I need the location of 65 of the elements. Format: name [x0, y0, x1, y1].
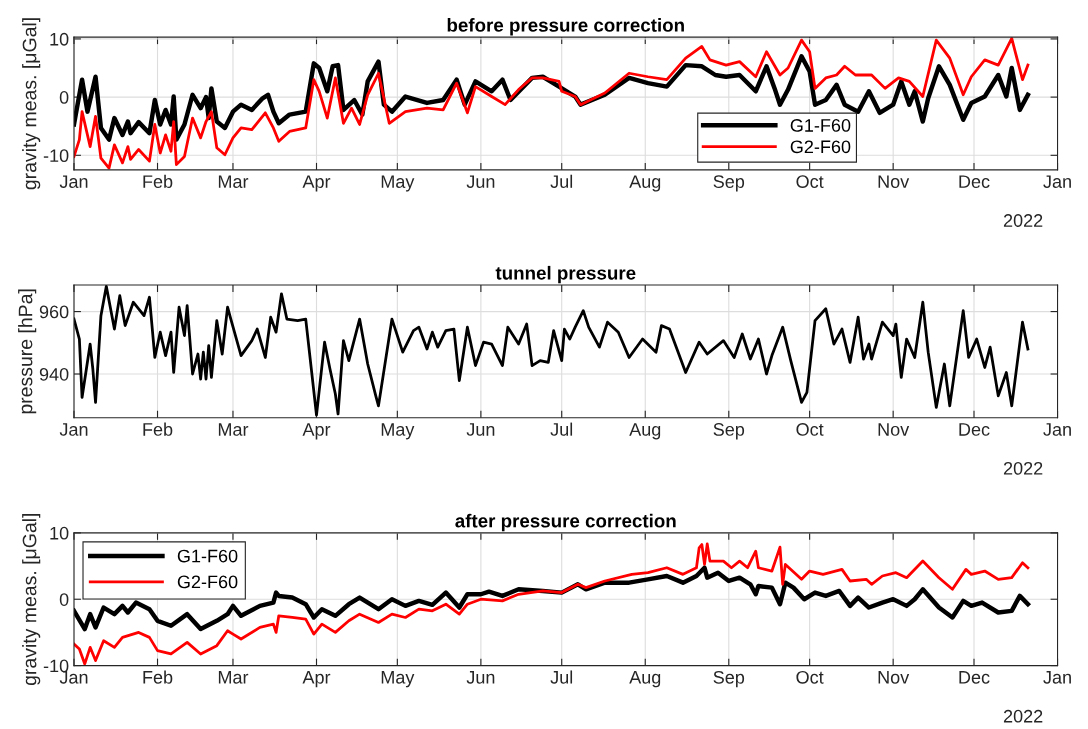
y-axis-title: gravity meas. [μGal]	[22, 513, 41, 686]
x-tick-label: Jan	[59, 423, 88, 436]
x-tick-label: May	[381, 671, 415, 688]
x-tick-label: Dec	[959, 671, 990, 684]
x-tick-label: Dec	[959, 175, 990, 188]
x-tick-label: Oct	[796, 175, 824, 188]
line-series	[73, 542, 1030, 666]
x-tick-label: Jun	[466, 671, 495, 684]
x-tick-label: Apr	[302, 423, 331, 440]
x-tick-label: Jan	[59, 671, 88, 684]
x-tick-label: Mar	[218, 671, 249, 684]
line-series	[73, 37, 1030, 170]
x-tick-label: May	[381, 423, 415, 440]
line-series	[73, 565, 1031, 632]
y-tick-label: 0	[59, 593, 69, 606]
x-tick-label: Aug	[629, 175, 661, 192]
text: 2022	[1003, 709, 1043, 723]
x-tick-label: Jun	[466, 423, 495, 436]
chart-title: before pressure correction	[447, 18, 684, 36]
chart-title: tunnel pressure	[495, 265, 636, 284]
x-tick-label: Jan	[1043, 175, 1071, 188]
x-tick-label: Jul	[550, 422, 573, 436]
y-tick-label: 10	[50, 32, 69, 46]
x-tick-label: Feb	[143, 670, 173, 684]
x-tick-label: Jan	[1043, 671, 1071, 684]
x-tick-label: Sep	[713, 423, 745, 440]
x-tick-label: Jan	[59, 175, 88, 188]
x-tick-label: Nov	[878, 175, 910, 188]
x-tick-label: Oct	[796, 670, 824, 684]
x-tick-label: May	[381, 175, 415, 192]
x-tick-label: Oct	[796, 423, 824, 436]
line-series	[73, 54, 1031, 142]
legend-label: G2-F60	[790, 140, 851, 154]
x-tick-label: Jan	[1043, 423, 1071, 436]
x-tick-label: Sep	[713, 175, 745, 192]
text: 2022	[1003, 461, 1043, 475]
text: 2022	[1003, 214, 1043, 227]
y-axis-title: gravity meas. [μGal]	[22, 18, 41, 190]
x-tick-label: Aug	[629, 423, 661, 440]
x-tick-label: Apr	[302, 175, 331, 192]
x-tick-label: Mar	[218, 175, 249, 188]
y-tick-label: 960	[39, 305, 69, 319]
x-tick-label: Jun	[466, 175, 495, 188]
x-tick-label: Mar	[218, 423, 249, 436]
chart-title: after pressure correction	[455, 513, 676, 532]
y-tick-label: 0	[59, 91, 69, 104]
y-tick-label: 940	[39, 367, 69, 381]
y-axis-title: pressure [hPa]	[18, 289, 37, 414]
y-tick-label: -10	[43, 149, 69, 163]
y-tick-label: -10	[43, 659, 69, 673]
y-tick-label: 10	[50, 526, 69, 540]
legend-label: G1-F60	[790, 119, 851, 132]
x-tick-label: Apr	[302, 671, 331, 688]
x-tick-label: Sep	[713, 670, 745, 688]
x-tick-label: Feb	[143, 422, 173, 436]
legend-label: G1-F60	[177, 549, 238, 563]
x-tick-label: Aug	[629, 671, 661, 688]
x-tick-label: Nov	[878, 671, 910, 684]
x-tick-label: Jul	[550, 670, 573, 684]
legend-label: G2-F60	[177, 575, 238, 589]
line-series	[73, 285, 1030, 417]
x-tick-label: Dec	[959, 423, 990, 436]
x-tick-label: Nov	[878, 423, 910, 436]
x-tick-label: Jul	[550, 174, 573, 188]
x-tick-label: Feb	[143, 174, 173, 188]
